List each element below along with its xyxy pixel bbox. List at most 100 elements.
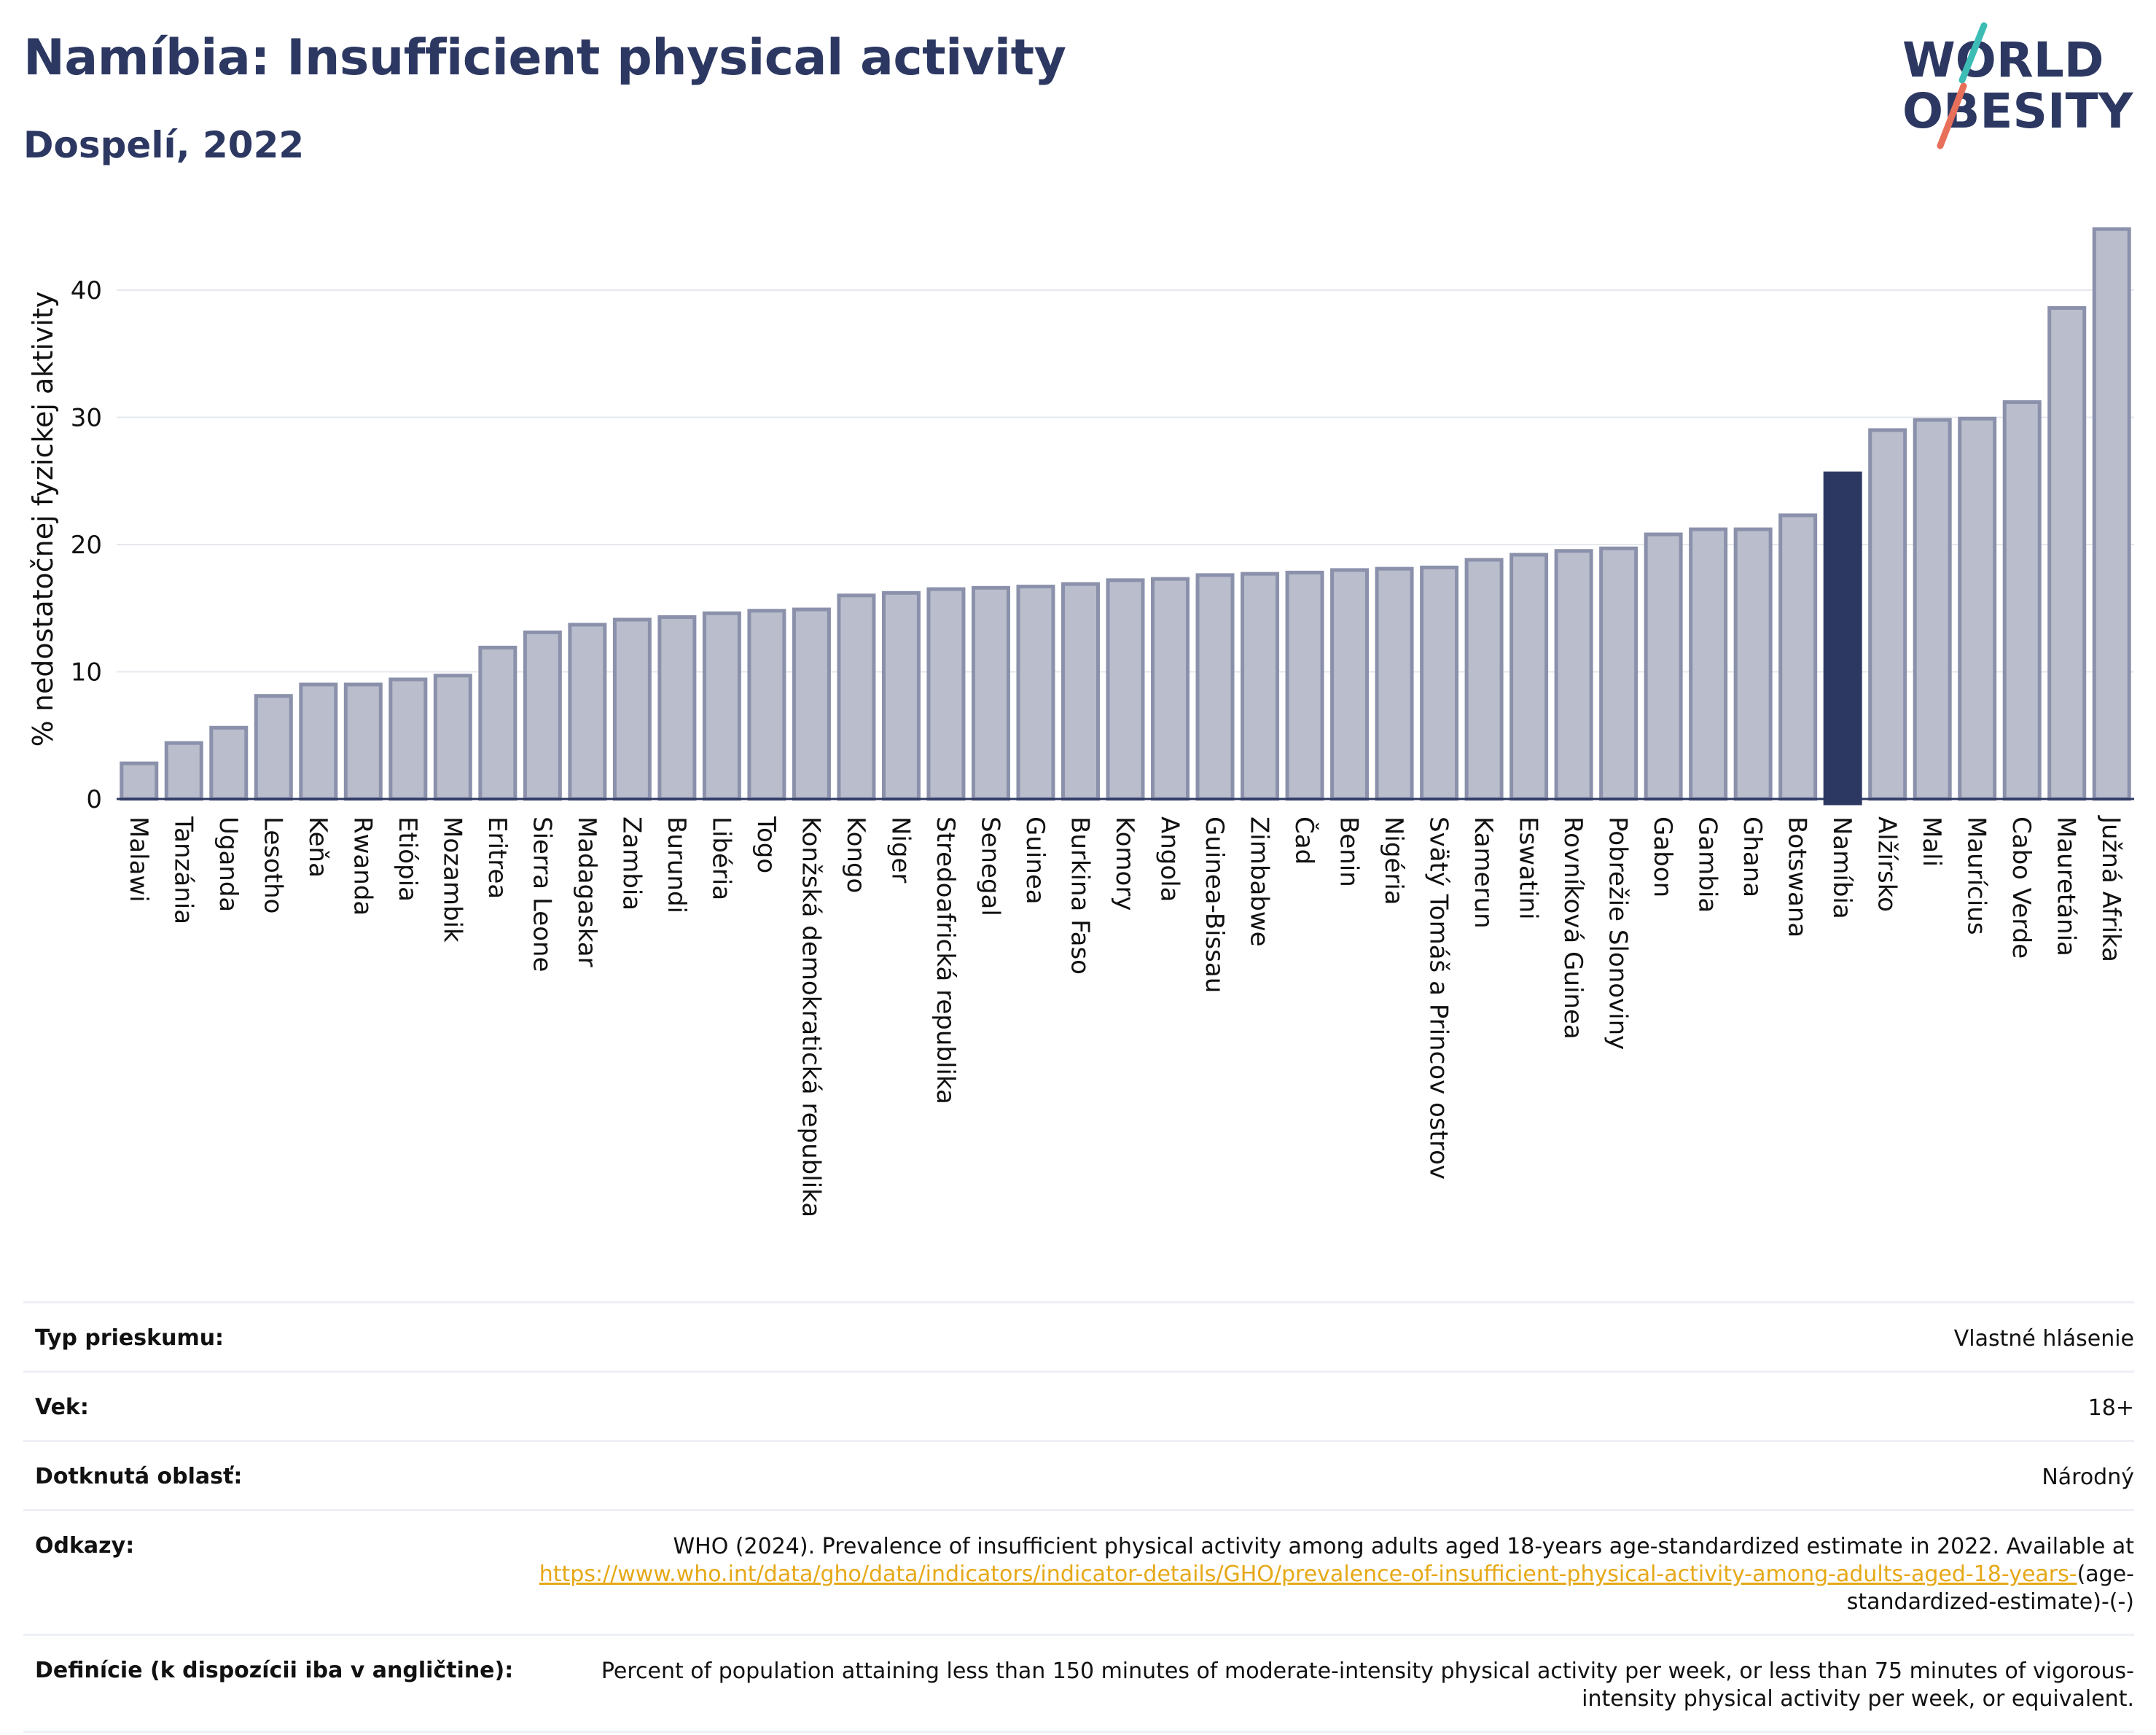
x-tick-label: Gabon (1648, 816, 1677, 897)
x-tick-label: Mauretánia (2052, 816, 2081, 956)
x-tick-label: Južná Afrika (2096, 815, 2125, 962)
x-tick-label: Konžská demokratická republika (796, 816, 825, 1217)
references-suffix: (age-standardized-estimate)-(-) (1846, 1562, 2134, 1615)
bar (1689, 527, 1728, 801)
x-tick-label: Malawi (124, 816, 153, 902)
bar (1016, 585, 1055, 801)
bar (702, 611, 741, 801)
bar (164, 741, 203, 801)
x-tick-label: Komory (1110, 816, 1139, 911)
bar (433, 674, 472, 801)
y-tick-label: 30 (71, 404, 102, 433)
bar (388, 677, 428, 801)
x-tick-label: Nigéria (1379, 816, 1408, 905)
info-table: Typ prieskumu: Vlastné hlásenie Vek: 18+… (23, 1301, 2134, 1733)
references-text: WHO (2024). Prevalence of insufficient p… (673, 1534, 2134, 1559)
bar (1644, 532, 1683, 801)
x-tick-label: Maurícius (1962, 816, 1991, 935)
x-tick-label: Burundi (662, 816, 691, 913)
bar (2047, 305, 2087, 801)
bar (1195, 573, 1235, 801)
bar (1285, 570, 1324, 801)
page-title: Namíbia: Insufficient physical activity (23, 29, 1066, 87)
bar (343, 682, 383, 801)
bar (971, 585, 1010, 801)
y-tick-label: 20 (71, 531, 102, 560)
bar (612, 617, 652, 801)
x-tick-label: Libéria (706, 816, 735, 900)
survey-type-label: Typ prieskumu: (35, 1325, 224, 1351)
bar (1375, 566, 1414, 801)
x-tick-label: Kongo (841, 816, 870, 893)
bar (1868, 428, 1907, 801)
x-tick-label: Niger (886, 816, 915, 883)
bar (1958, 416, 1997, 801)
bar (120, 761, 159, 801)
survey-type-value: Vlastné hlásenie (1953, 1326, 2134, 1352)
y-tick-label: 40 (71, 276, 102, 305)
x-tick-label: Eritrea (483, 816, 512, 899)
bar (1106, 578, 1145, 801)
x-tick-label: Mozambik (437, 816, 466, 943)
bar (478, 645, 517, 801)
x-tick-label: Rwanda (348, 816, 377, 916)
area-value: Národný (2042, 1465, 2134, 1490)
bar-chart: 0 10 20 30 40 % nedostatočnej fyzickej aktivi… (27, 227, 2134, 1217)
logo-word-obesity: OBESITY (1902, 83, 2134, 139)
bar (926, 587, 966, 801)
bar (837, 593, 876, 801)
info-row-definition: Definície (k dispozícii iba v angličtine… (23, 1634, 2134, 1733)
x-tick-label: Stredoafrická republika (931, 816, 960, 1104)
references-link[interactable]: https://www.who.int/data/gho/data/indica… (539, 1562, 2077, 1587)
definition-value: Percent of population attaining less tha… (601, 1658, 2134, 1712)
references-label: Odkazy: (35, 1533, 135, 1559)
x-tick-label: Pobrežie Slonoviny (1604, 816, 1633, 1050)
bar (2002, 400, 2042, 801)
x-tick-label: Alžírsko (1872, 816, 1902, 912)
x-tick-label: Čad (1289, 816, 1319, 865)
x-tick-label: Senegal (975, 816, 1004, 916)
logo-word-world: WORLD (1902, 32, 2104, 88)
bar (523, 630, 562, 801)
bar (1420, 565, 1459, 801)
x-tick-label: Benin (1335, 816, 1364, 887)
bar (1913, 418, 1952, 801)
info-row-area: Dotknutá oblasť: Národný (23, 1440, 2134, 1509)
y-axis-label: % nedostatočnej fyzickej aktivity (27, 292, 59, 747)
x-tick-label: Sierra Leone (527, 816, 556, 972)
definition-label: Definície (k dispozícii iba v angličtine… (35, 1658, 514, 1683)
area-label: Dotknutá oblasť: (35, 1464, 243, 1489)
x-tick-label: Angola (1155, 816, 1184, 902)
bar (792, 607, 831, 801)
x-tick-label: Burkina Faso (1065, 816, 1094, 975)
bar (209, 725, 249, 801)
x-tick-label: Cabo Verde (2007, 816, 2036, 959)
bar (1599, 546, 1639, 801)
bar (1554, 549, 1593, 801)
age-label: Vek: (35, 1395, 89, 1420)
x-tick-label: Zimbabwe (1245, 816, 1274, 947)
bar (254, 694, 293, 801)
x-tick-label: Rovníková Guinea (1558, 816, 1587, 1040)
x-tick-label: Etiópia (393, 816, 422, 902)
x-tick-label: Namíbia (1827, 816, 1856, 919)
info-row-age: Vek: 18+ (23, 1371, 2134, 1440)
x-tick-label: Uganda (214, 816, 243, 912)
bar (747, 609, 786, 801)
references-value: WHO (2024). Prevalence of insufficient p… (531, 1511, 2134, 1634)
info-row-survey: Typ prieskumu: Vlastné hlásenie (23, 1301, 2134, 1371)
bar (2092, 227, 2131, 801)
logo-slash-bottom (1937, 82, 1967, 149)
world-obesity-logo: WORLD OBESITY (1902, 22, 2134, 149)
x-tick-label: Zambia (617, 816, 646, 911)
info-row-references: Odkazy: WHO (2024). Prevalence of insuff… (23, 1509, 2134, 1634)
bar (1061, 582, 1100, 801)
bar (1509, 553, 1549, 801)
x-tick-label: Ghana (1738, 816, 1767, 897)
bar (299, 682, 338, 801)
x-tick-label: Mali (1917, 816, 1946, 867)
bar (568, 623, 607, 801)
x-tick-label: Tanzánia (168, 816, 198, 924)
x-tick-label: Togo (751, 816, 781, 873)
x-tick-label: Keňa (303, 816, 332, 878)
